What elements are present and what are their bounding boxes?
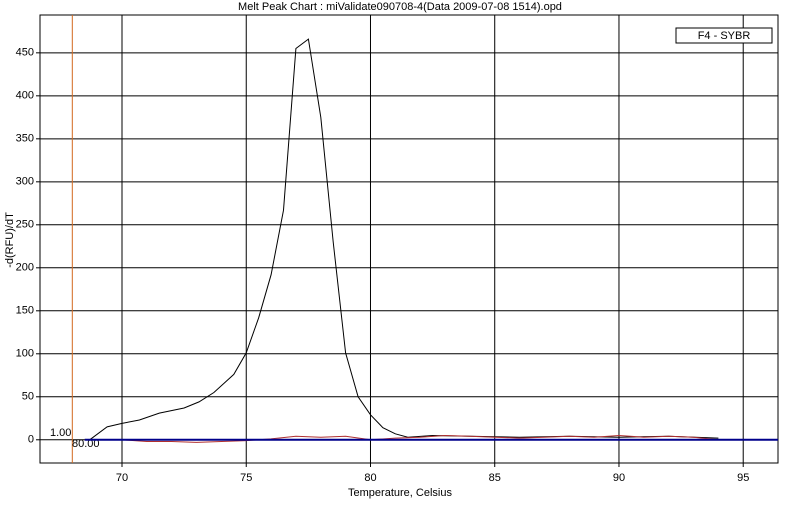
y-tick-label: 400 — [16, 90, 34, 102]
x-tick-label: 95 — [737, 472, 749, 484]
legend-box — [675, 27, 773, 44]
y-tick-label: 200 — [16, 262, 34, 274]
x-tick-label: 70 — [116, 472, 128, 484]
y-tick-label: 0 — [28, 434, 34, 446]
x-tick-label: 80 — [364, 472, 376, 484]
x-axis-label: Temperature, Celsius — [348, 487, 452, 499]
y-axis-label: -d(RFU)/dT — [4, 212, 16, 268]
y-tick-label: 50 — [22, 391, 34, 403]
plot-frame — [39, 14, 779, 464]
annotation: 1.00 — [50, 427, 71, 439]
y-tick-label: 350 — [16, 133, 34, 145]
y-tick-label: 450 — [16, 47, 34, 59]
x-tick-label: 75 — [240, 472, 252, 484]
y-tick-label: 100 — [16, 348, 34, 360]
legend-label: F4 - SYBR — [698, 30, 751, 42]
y-tick-label: 150 — [16, 305, 34, 317]
series-line — [84, 434, 719, 443]
x-tick-label: 90 — [613, 472, 625, 484]
y-tick-label: 300 — [16, 176, 34, 188]
annotation: 80.00 — [72, 438, 100, 450]
x-tick-label: 85 — [489, 472, 501, 484]
y-tick-label: 250 — [16, 219, 34, 231]
chart-title: Melt Peak Chart : miValidate090708-4(Dat… — [238, 1, 562, 13]
